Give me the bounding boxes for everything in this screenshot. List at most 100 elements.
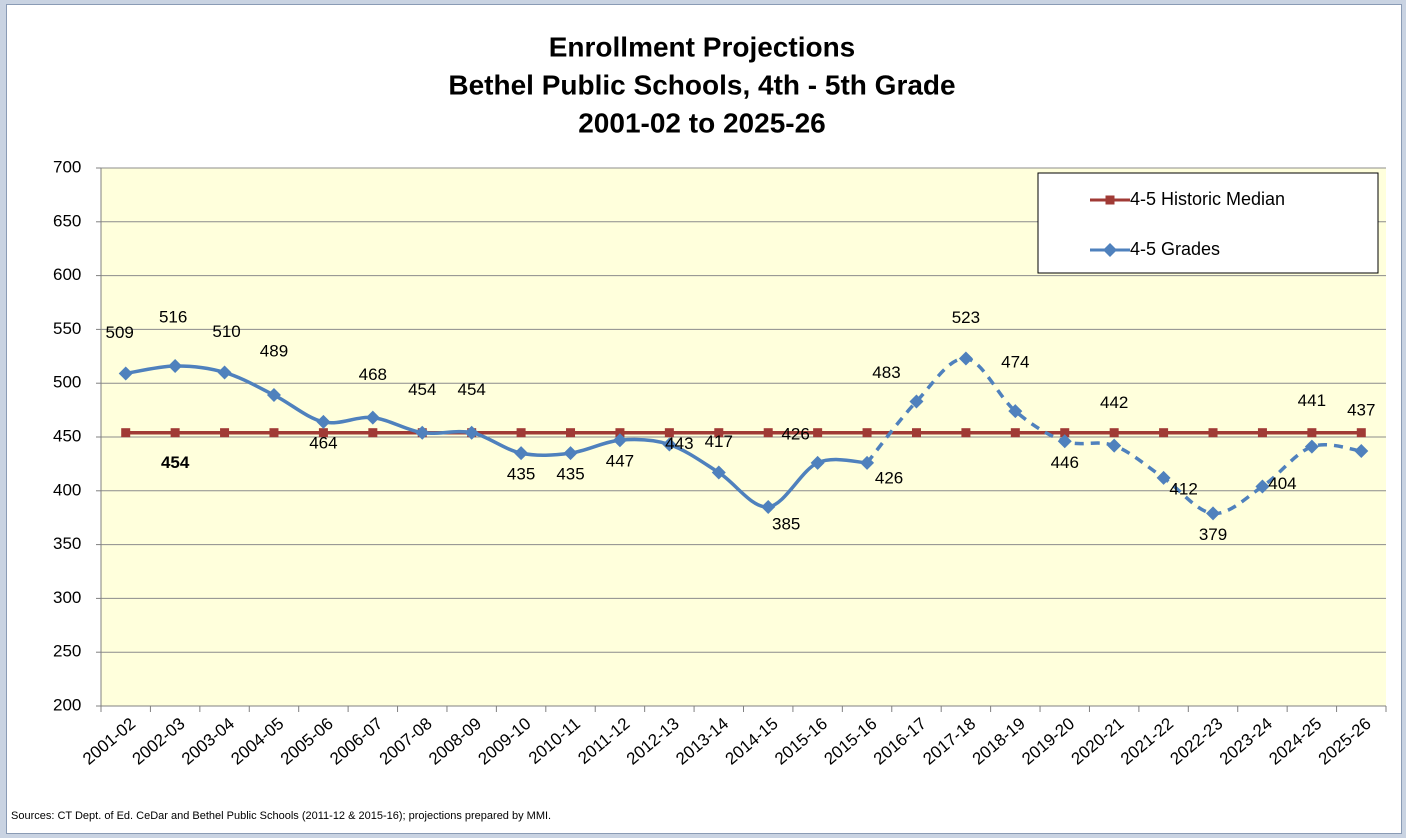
marker: [1105, 195, 1115, 205]
x-tick-label: 2011-12: [574, 714, 633, 768]
y-tick-label: 650: [53, 211, 81, 230]
marker: [514, 446, 529, 461]
x-tick-label: 2022-23: [1166, 714, 1226, 769]
marker: [318, 428, 328, 438]
data-label: 426: [781, 424, 809, 443]
marker: [563, 446, 578, 461]
data-label: 385: [772, 514, 800, 533]
marker: [958, 351, 973, 366]
marker: [1208, 428, 1218, 438]
x-tick-label: 2019-20: [1018, 714, 1078, 769]
data-label: 441: [1298, 391, 1326, 410]
marker: [862, 428, 872, 438]
marker: [763, 428, 773, 438]
x-tick-label: 2021-22: [1117, 714, 1177, 769]
chart: Enrollment Projections Bethel Public Sch…: [11, 31, 1387, 822]
marker: [664, 428, 674, 438]
marker: [1206, 506, 1221, 521]
chart-title: Enrollment Projections: [549, 31, 856, 62]
data-label: 516: [159, 307, 187, 326]
marker: [368, 428, 378, 438]
marker: [217, 365, 232, 380]
marker: [516, 428, 526, 438]
x-tick-label: 2017-18: [919, 714, 979, 769]
data-label: 474: [1001, 353, 1029, 372]
data-label: 464: [309, 433, 337, 452]
data-label: 446: [1051, 453, 1079, 472]
marker: [810, 455, 825, 470]
marker: [566, 428, 576, 438]
marker: [1159, 428, 1169, 438]
x-tick-label: 2005-06: [277, 714, 337, 769]
marker: [170, 428, 180, 438]
marker: [1107, 438, 1122, 453]
marker: [909, 394, 924, 409]
legend-label: 4-5 Grades: [1130, 239, 1220, 259]
marker: [1257, 428, 1267, 438]
data-label: 417: [705, 432, 733, 451]
data-label: 454: [457, 380, 485, 399]
marker: [813, 428, 823, 438]
marker: [1057, 434, 1072, 449]
data-label: 404: [1268, 474, 1296, 493]
marker: [365, 410, 380, 425]
legend-label: 4-5 Historic Median: [1130, 189, 1285, 209]
data-label: 454: [408, 380, 436, 399]
data-label: 412: [1169, 479, 1197, 498]
data-label: 510: [212, 322, 240, 341]
x-tick-label: 2015-16: [771, 714, 831, 769]
data-label: 523: [952, 308, 980, 327]
marker: [1010, 428, 1020, 438]
y-tick-label: 450: [53, 426, 81, 445]
marker: [1304, 439, 1319, 454]
x-tick-label: 2002-03: [129, 714, 189, 769]
data-label: 509: [106, 323, 134, 342]
y-tick-label: 400: [53, 480, 81, 499]
marker: [118, 366, 133, 381]
marker: [1109, 428, 1119, 438]
x-tick-label: 2025-26: [1315, 714, 1375, 769]
x-tick-label: 2020-21: [1068, 714, 1128, 769]
data-label: 483: [872, 363, 900, 382]
data-label: 426: [875, 468, 903, 487]
data-label: 443: [665, 434, 693, 453]
chart-title: 2001-02 to 2025-26: [578, 107, 826, 138]
marker: [168, 358, 183, 373]
y-tick-label: 250: [53, 642, 81, 661]
marker: [615, 428, 625, 438]
data-label: 468: [359, 365, 387, 384]
marker: [269, 428, 279, 438]
data-label: 435: [507, 465, 535, 484]
marker: [612, 433, 627, 448]
y-tick-label: 300: [53, 588, 81, 607]
x-tick-label: 2006-07: [326, 714, 386, 769]
data-label: 435: [556, 465, 584, 484]
marker: [714, 428, 724, 438]
marker: [1103, 243, 1117, 257]
y-tick-label: 550: [53, 319, 81, 338]
x-tick-label: 2015-16: [821, 714, 881, 769]
x-tick-label: 2018-19: [969, 714, 1029, 769]
marker: [1354, 443, 1369, 458]
data-label: 447: [606, 452, 634, 471]
marker: [662, 437, 677, 452]
y-tick-label: 200: [53, 695, 81, 714]
x-tick-label: 2004-05: [227, 714, 287, 769]
data-label: 442: [1100, 393, 1128, 412]
marker: [1156, 470, 1171, 485]
marker: [911, 428, 921, 438]
y-tick-label: 350: [53, 534, 81, 553]
x-tick-label: 2007-08: [376, 714, 436, 769]
y-tick-label: 500: [53, 373, 81, 392]
x-tick-label: 2003-04: [178, 714, 238, 769]
marker: [1307, 428, 1317, 438]
x-tick-label: 2001-02: [79, 714, 139, 769]
marker: [121, 428, 131, 438]
marker: [711, 465, 726, 480]
legend: [1037, 172, 1379, 274]
marker: [761, 499, 776, 514]
x-tick-label: 2009-10: [475, 714, 535, 769]
marker: [860, 455, 875, 470]
y-tick-label: 700: [53, 157, 81, 176]
x-tick-label: 2014-15: [722, 714, 782, 769]
